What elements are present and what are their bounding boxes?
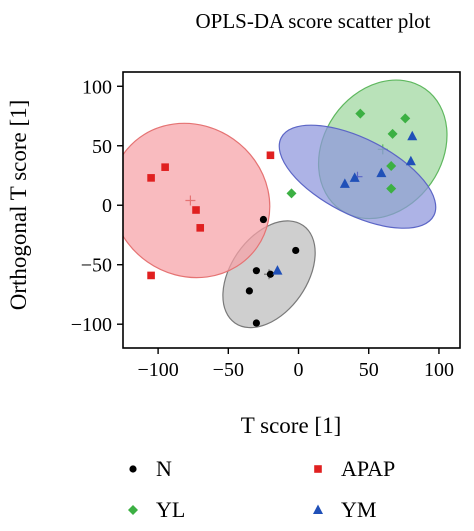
legend-label-ym: YM (341, 497, 376, 522)
y-axis-ticks: −100 −50 0 50 100 (71, 76, 123, 336)
confidence-ellipses (123, 79, 448, 329)
point-n (252, 319, 260, 327)
legend-label-n: N (156, 456, 172, 481)
y-tick-label: −100 (71, 314, 112, 336)
legend: N APAP YL YM (128, 456, 395, 522)
point-apap (161, 163, 169, 171)
y-tick-label: 100 (82, 76, 112, 98)
point-n (245, 287, 253, 295)
point-apap (147, 271, 155, 280)
point-n (259, 215, 268, 224)
point-ym (376, 167, 387, 178)
point-ym (349, 172, 360, 182)
legend-marker-yl (128, 505, 138, 515)
legend-marker-n (129, 465, 137, 473)
chart-title: OPLS-DA score scatter plot (195, 9, 430, 33)
x-tick-label: −100 (137, 359, 178, 381)
legend-label-apap: APAP (341, 456, 395, 481)
point-yl (400, 113, 411, 124)
y-tick-label: 50 (92, 136, 112, 158)
point-apap (196, 224, 205, 232)
x-axis-ticks: −100 −50 0 50 100 (137, 348, 454, 381)
x-tick-label: 0 (294, 359, 304, 381)
point-apap (266, 151, 275, 160)
y-tick-label: 0 (102, 195, 112, 217)
legend-marker-ym (313, 504, 323, 514)
point-apap (192, 206, 200, 214)
centroid-apap (185, 195, 196, 206)
point-ym (272, 265, 283, 275)
y-axis-label: Orthogonal T score [1] (6, 100, 31, 311)
point-ym (405, 155, 416, 166)
point-n (266, 270, 275, 278)
point-n (292, 246, 300, 255)
legend-label-yl: YL (156, 497, 185, 522)
y-tick-label: −50 (81, 255, 112, 277)
x-tick-label: 100 (424, 359, 454, 381)
legend-marker-apap (314, 465, 322, 473)
plot-frame (122, 71, 461, 349)
point-yl (355, 108, 366, 119)
data-points (147, 108, 418, 327)
point-yl (386, 160, 397, 171)
point-apap (147, 174, 155, 182)
x-axis-label: T score [1] (241, 413, 341, 438)
point-n (252, 267, 260, 275)
point-ym (339, 178, 350, 188)
point-yl (386, 183, 397, 194)
x-tick-label: 50 (359, 359, 379, 381)
x-tick-label: −50 (213, 359, 244, 381)
point-yl (286, 188, 297, 199)
point-ym (407, 130, 418, 141)
point-yl (387, 128, 398, 139)
